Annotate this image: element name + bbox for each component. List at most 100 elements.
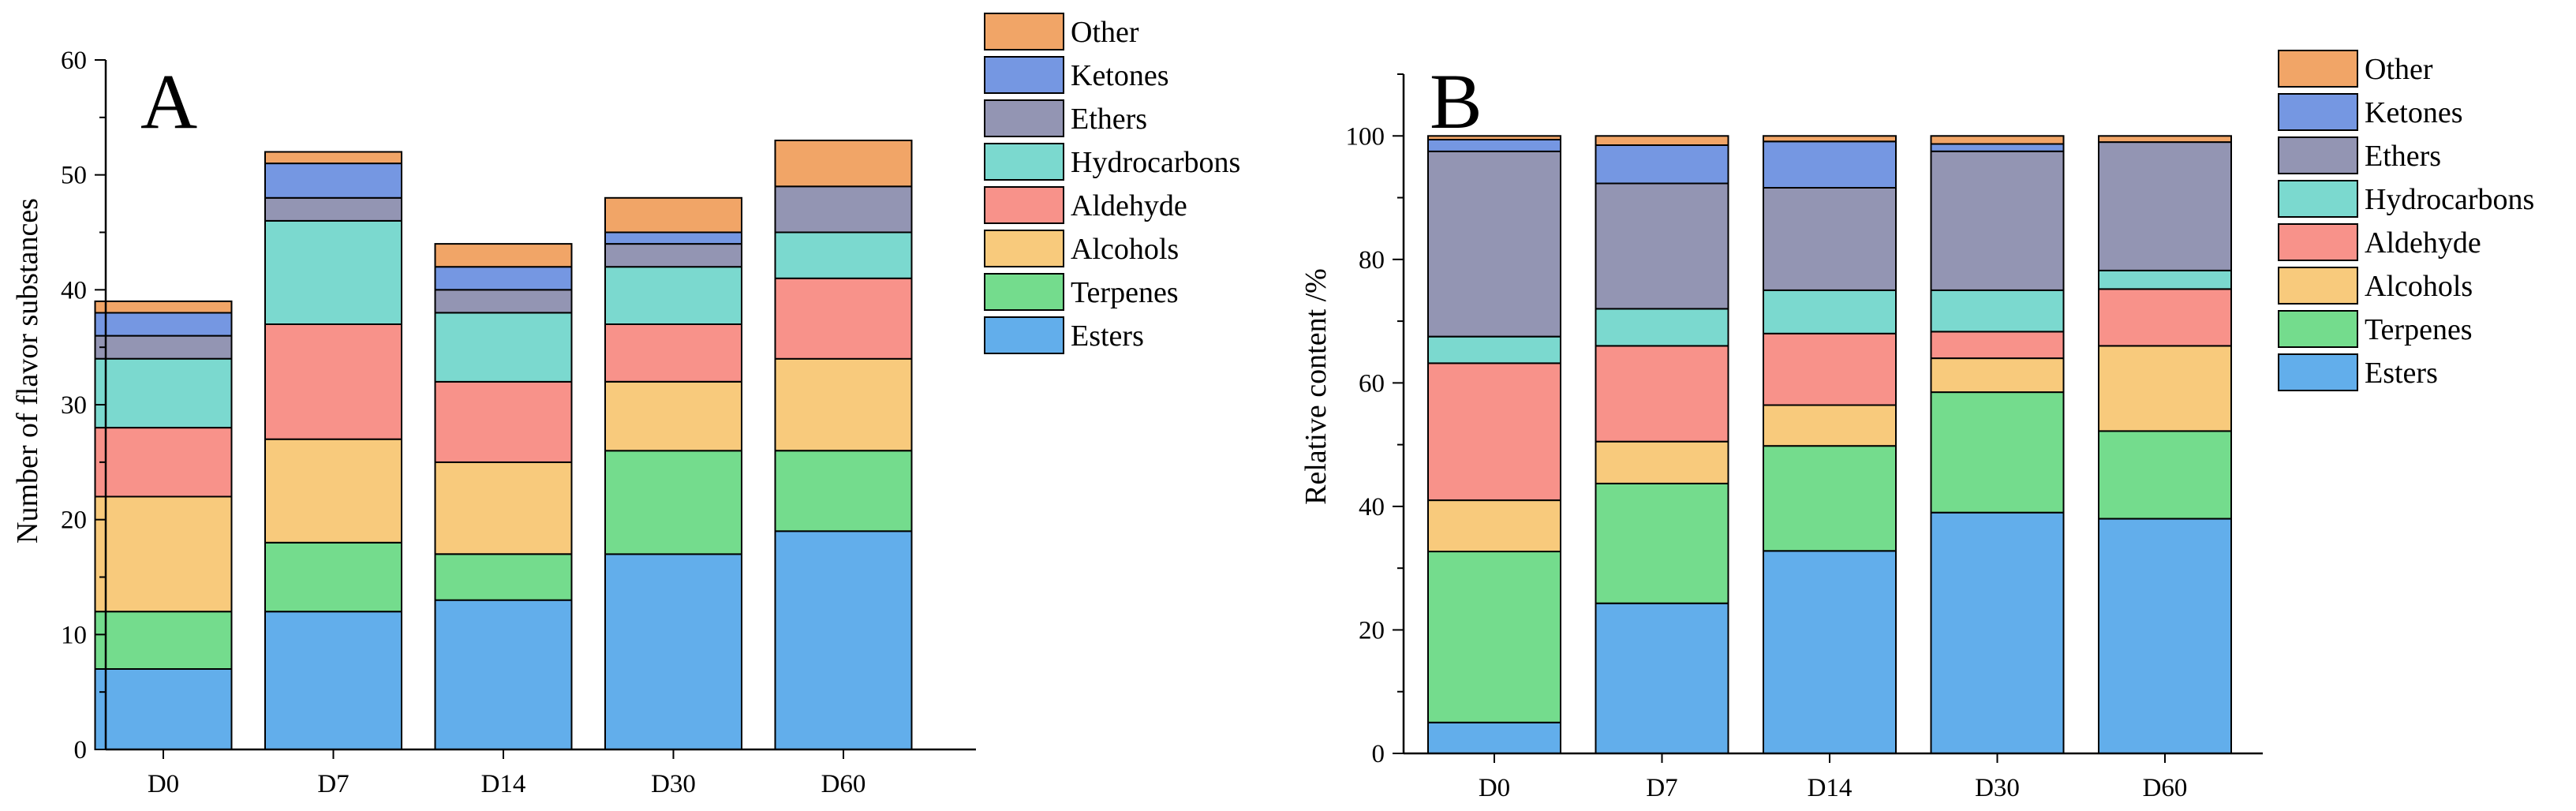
y-tick-label-b-0: 0 [1372,740,1385,768]
legend-label-a-esters: Esters [1071,320,1144,353]
panel-a-legend: Other Ketones Ethers Hydrocarbons Aldehyde Al… [984,13,1240,354]
bar-segment-b-d0-aldehyde [1427,362,1561,502]
legend-label-a-ketones: Ketones [1071,59,1169,92]
bar-segment-b-d7-hydrocarbons [1595,308,1729,347]
bar-segment-a-d0-hydrocarbons [94,357,233,429]
x-tick-label-a-d60: D60 [821,770,866,798]
y-tick-label-a-50: 50 [61,162,87,190]
bar-segment-a-d7-ethers [264,196,402,222]
x-tick-label-a-d0: D0 [148,770,179,798]
bar-segment-b-d14-other [1763,135,1897,143]
bar-segment-b-d7-ketones [1595,144,1729,185]
bar-segment-a-d14-alcohols [434,461,573,555]
legend-swatch-a-ethers [984,99,1064,137]
chart-panel-b: D0 D7 D14 D30 D60 0 20 40 60 80 100 B Relative con… [1299,50,2534,802]
panel-b-legend: Other Ketones Ethers Hydrocarbons Aldehyde Al… [2278,50,2534,391]
y-tick-label-a-10: 10 [61,621,87,649]
bar-segment-a-d30-other [604,196,742,234]
legend-label-a-aldehyde: Aldehyde [1071,189,1187,222]
bar-segment-a-d7-hydrocarbons [264,219,402,325]
legend-label-b-terpenes: Terpenes [2365,313,2473,346]
legend-label-b-aldehyde: Aldehyde [2365,226,2481,260]
legend-swatch-a-hydrocarbons [984,143,1064,181]
x-tick-label-b-d7: D7 [1646,774,1677,802]
x-tick-label-a-d14: D14 [481,770,526,798]
bar-segment-b-d14-terpenes [1763,445,1897,552]
bar-segment-b-d60-esters [2098,518,2232,754]
bar-segment-a-d60-hydrocarbons [774,231,913,279]
bar-segment-b-d30-aldehyde [1930,331,2065,360]
legend-swatch-a-aldehyde [984,186,1064,224]
bar-segment-a-d7-terpenes [264,541,402,613]
bar-segment-a-d0-ethers [94,334,233,360]
legend-label-a-hydrocarbons: Hydrocarbons [1071,146,1240,179]
bar-segment-b-d0-ethers [1427,150,1561,338]
legend-swatch-a-terpenes [984,273,1064,311]
bar-segment-a-d14-hydrocarbons [434,312,573,383]
bar-segment-a-d14-aldehyde [434,380,573,463]
bar-segment-a-d14-ketones [434,266,573,291]
bar-segment-a-d14-terpenes [434,553,573,601]
legend-swatch-b-other [2278,50,2358,88]
bar-segment-a-d60-aldehyde [774,277,913,360]
bar-segment-b-d14-hydrocarbons [1763,290,1897,334]
legend-swatch-a-esters [984,316,1064,354]
bar-segment-a-d60-alcohols [774,357,913,452]
legend-label-a-terpenes: Terpenes [1071,276,1179,309]
bar-segment-b-d7-other [1595,135,1729,147]
bar-segment-b-d7-alcohols [1595,440,1729,484]
bar-segment-a-d7-alcohols [264,438,402,544]
legend-label-a-other: Other [1071,16,1139,49]
y-tick-label-b-40: 40 [1359,493,1385,521]
bar-segment-b-d30-terpenes [1930,391,2065,514]
legend-label-b-hydrocarbons: Hydrocarbons [2365,183,2534,216]
legend-swatch-b-aldehyde [2278,223,2358,261]
bar-segment-b-d14-ketones [1763,140,1897,189]
x-tick-label-a-d7: D7 [317,770,349,798]
bar-segment-b-d14-aldehyde [1763,332,1897,406]
bar-segment-b-d0-hydrocarbons [1427,335,1561,364]
y-tick-label-a-30: 30 [61,391,87,420]
y-tick-label-a-60: 60 [61,47,87,75]
legend-label-b-alcohols: Alcohols [2365,270,2473,303]
bar-segment-a-d0-alcohols [94,495,233,613]
bar-segment-b-d30-ketones [1930,143,2065,152]
bar-segment-b-d0-alcohols [1427,499,1561,553]
bar-segment-b-d60-terpenes [2098,430,2232,520]
bar-segment-b-d14-ethers [1763,187,1897,291]
bar-segment-a-d30-esters [604,553,742,751]
x-tick-label-b-d30: D30 [1975,774,2020,802]
legend-label-a-ethers: Ethers [1071,103,1147,136]
bar-segment-a-d60-other [774,140,913,188]
bar-segment-b-d14-esters [1763,550,1897,754]
bar-segment-b-d30-other [1930,135,2065,145]
bar-segment-b-d30-esters [1930,511,2065,754]
y-tick-label-a-0: 0 [74,736,88,764]
chart-panel-a: D0 D7 D14 D30 D60 0 10 20 30 40 50 60 A Number of f… [11,13,1240,798]
bar-segment-a-d0-aldehyde [94,427,233,498]
bar-segment-b-d0-other [1427,135,1561,141]
legend-swatch-b-esters [2278,353,2358,391]
legend-swatch-b-alcohols [2278,267,2358,305]
bar-segment-a-d7-ketones [264,163,402,199]
legend-label-b-ethers: Ethers [2365,140,2441,173]
legend-label-a-alcohols: Alcohols [1071,233,1179,266]
bar-segment-b-d60-hydrocarbons [2098,269,2232,290]
panel-b-y-axis-title: Relative content /% [1299,268,1333,505]
bar-segment-a-d60-esters [774,530,913,750]
bar-segment-a-d7-other [264,151,402,165]
bar-segment-b-d60-other [2098,135,2232,144]
bar-segment-b-d30-hydrocarbons [1930,290,2065,333]
bar-segment-b-d30-alcohols [1930,357,2065,394]
bar-segment-b-d60-aldehyde [2098,288,2232,347]
bar-segment-a-d14-other [434,243,573,268]
bar-segment-b-d7-terpenes [1595,482,1729,604]
bar-segment-b-d7-ethers [1595,182,1729,310]
bar-segment-b-d60-ethers [2098,141,2232,271]
legend-swatch-b-ketones [2278,93,2358,131]
bar-segment-a-d0-ketones [94,312,233,337]
legend-label-b-ketones: Ketones [2365,96,2463,129]
x-tick-label-b-d14: D14 [1808,774,1853,802]
bar-segment-b-d60-alcohols [2098,345,2232,432]
